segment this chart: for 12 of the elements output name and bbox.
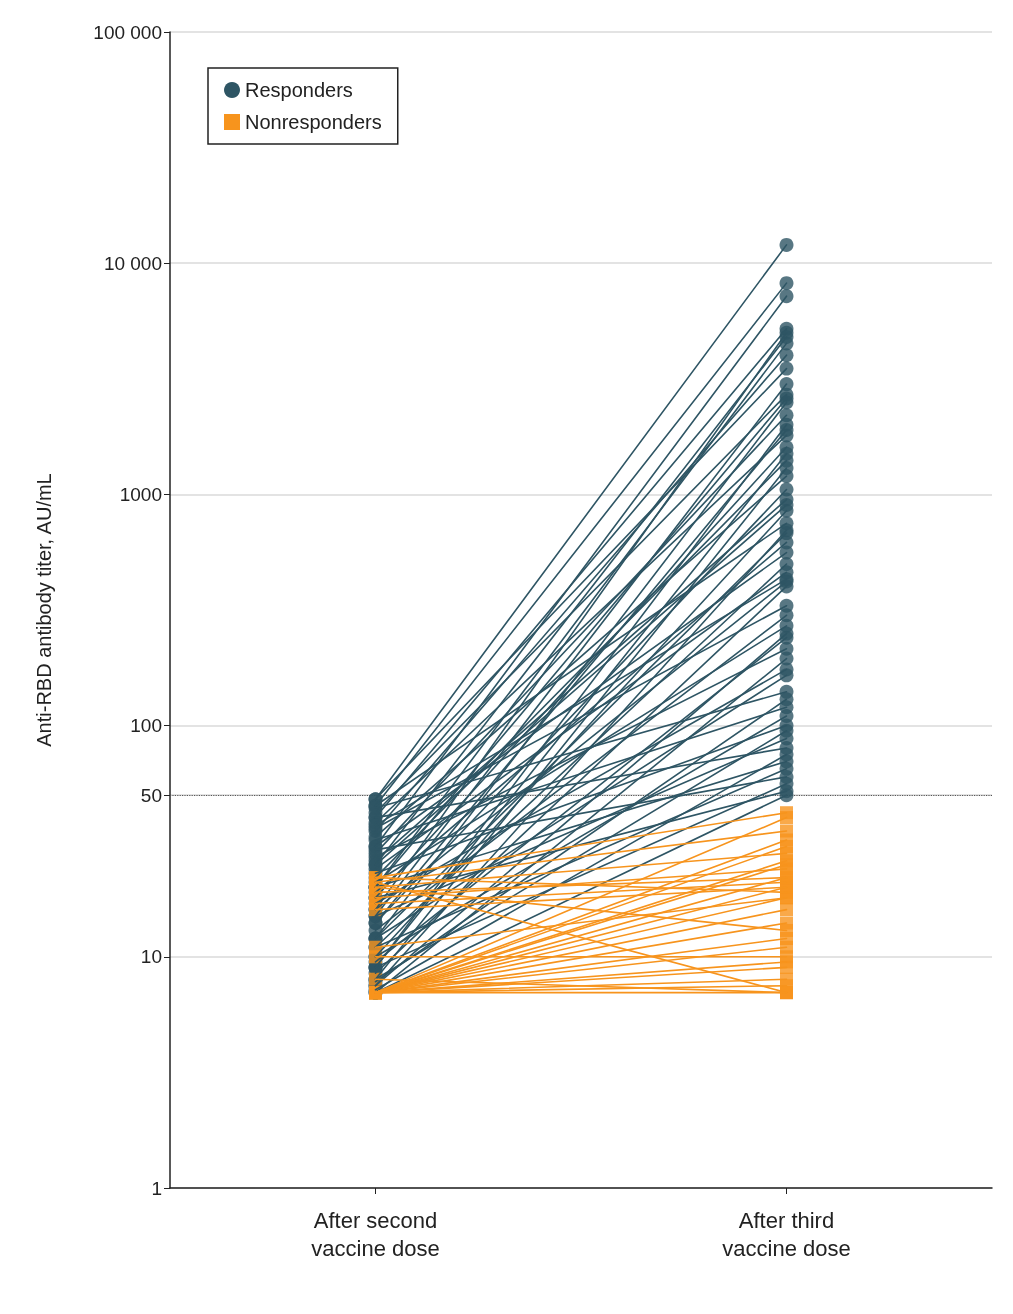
- y-tick-label: 100 000: [93, 21, 162, 43]
- y-tick-label: 50: [140, 784, 162, 806]
- legend-label: Responders: [245, 79, 353, 101]
- x-tick-label: After second vaccine dose: [311, 1207, 440, 1261]
- y-tick-label: 10: [140, 946, 162, 968]
- y-tick-label: 10 000: [103, 252, 162, 274]
- legend-label: Nonresponders: [245, 111, 382, 133]
- y-tick-label: 1: [151, 1177, 162, 1199]
- x-tick-label: After third vaccine dose: [722, 1207, 851, 1261]
- y-tick-label: 1000: [119, 483, 162, 505]
- y-axis-title: Anti-RBD antibody titer, AU/mL: [33, 473, 55, 747]
- y-tick-label: 100: [130, 715, 162, 737]
